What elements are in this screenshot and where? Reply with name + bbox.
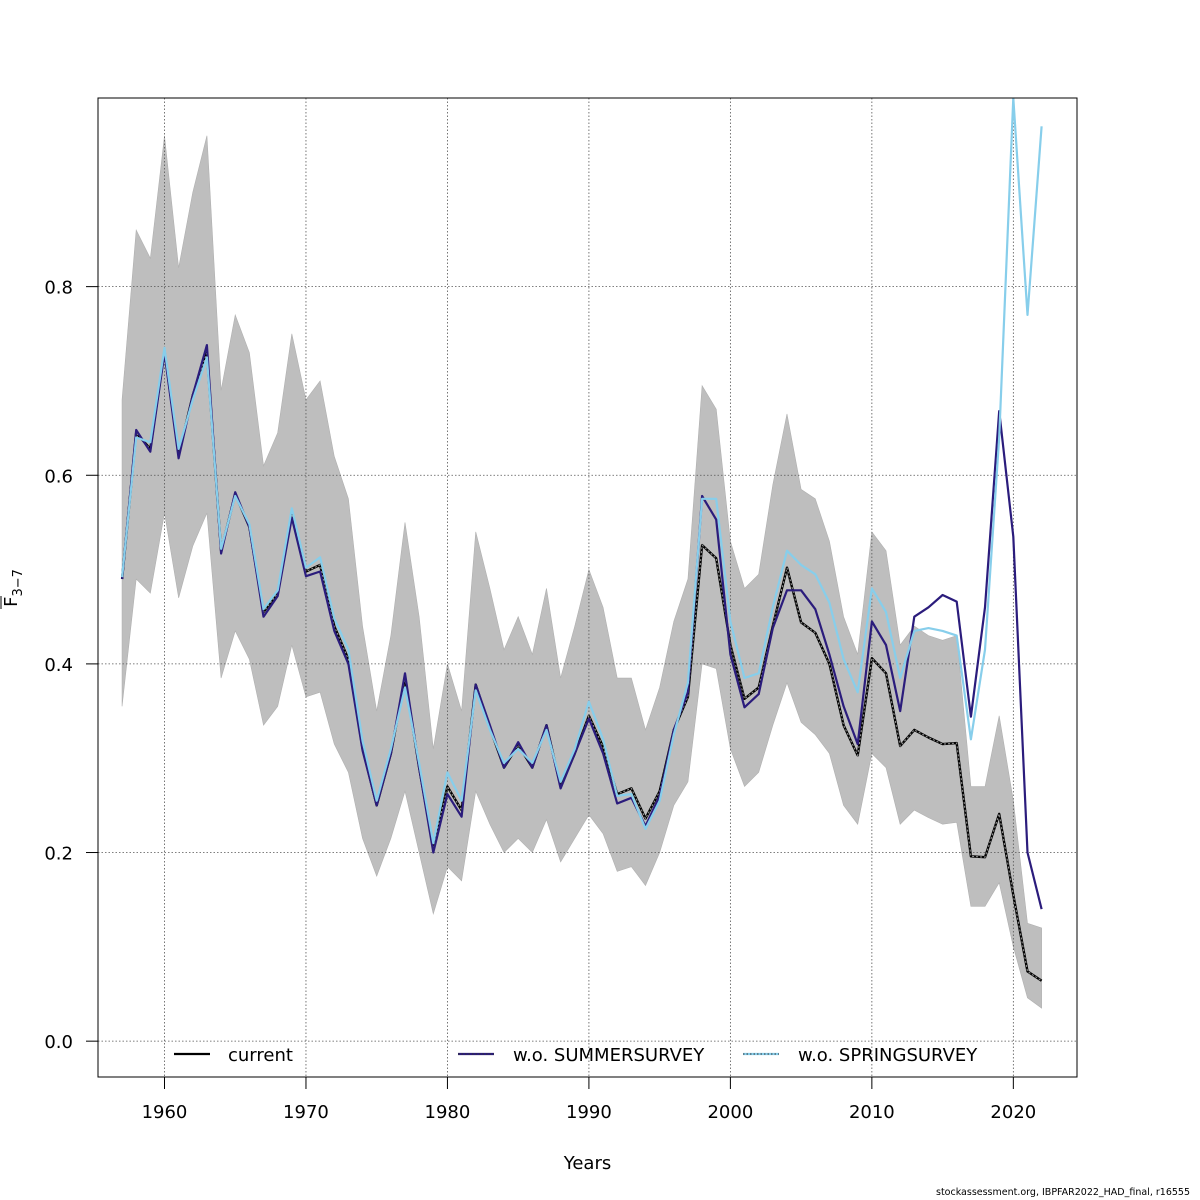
- y-axis-title-subscript: 3−7: [11, 569, 26, 596]
- legend-label: w.o. SPRINGSURVEY: [798, 1045, 978, 1066]
- svg-text:F3−7: F3−7: [1, 569, 26, 607]
- y-tick-label: 0.2: [44, 844, 73, 865]
- y-tick-label: 0.4: [44, 655, 73, 676]
- plot-frame: [97, 97, 1078, 1078]
- y-axis: 0.0 0.2 0.4 0.6 0.8: [44, 278, 98, 1053]
- legend-item: current: [174, 1045, 293, 1066]
- y-axis-title: F3−7: [0, 569, 26, 609]
- x-tick-label: 2010: [849, 1102, 895, 1123]
- series-line-w-o-springsurvey: [121, 98, 1043, 845]
- series-line-w-o-summersurvey: [121, 344, 1043, 910]
- legend-item: w.o. SUMMERSURVEY: [458, 1045, 705, 1066]
- x-tick-label: 2020: [990, 1102, 1036, 1123]
- y-tick-label: 0.8: [44, 278, 73, 299]
- x-tick-label: 1980: [425, 1102, 471, 1123]
- grid-layer: [98, 98, 1077, 1077]
- x-axis-title: Years: [563, 1153, 612, 1174]
- y-tick-label: 0.0: [44, 1032, 73, 1053]
- legend-item: w.o. SPRINGSURVEY: [743, 1045, 978, 1066]
- legend: current w.o. SUMMERSURVEY w.o. SPRINGSURVE…: [174, 1045, 978, 1066]
- series-layer: [120, 98, 1043, 982]
- legend-label: w.o. SUMMERSURVEY: [513, 1045, 705, 1066]
- confidence-band-layer: [121, 135, 1042, 1009]
- x-tick-label: 1960: [142, 1102, 188, 1123]
- x-tick-label: 1990: [566, 1102, 612, 1123]
- x-tick-label: 1970: [283, 1102, 329, 1123]
- legend-label: current: [228, 1045, 293, 1066]
- x-axis: 1960 1970 1980 1990 2000 2010 2020: [142, 1077, 1036, 1123]
- confidence-band: [121, 135, 1042, 1009]
- y-axis-title-main: F: [1, 597, 22, 607]
- x-tick-label: 2000: [707, 1102, 753, 1123]
- footer-credit: stockassessment.org, IBPFAR2022_HAD_fina…: [936, 1187, 1190, 1198]
- y-tick-label: 0.6: [44, 466, 73, 487]
